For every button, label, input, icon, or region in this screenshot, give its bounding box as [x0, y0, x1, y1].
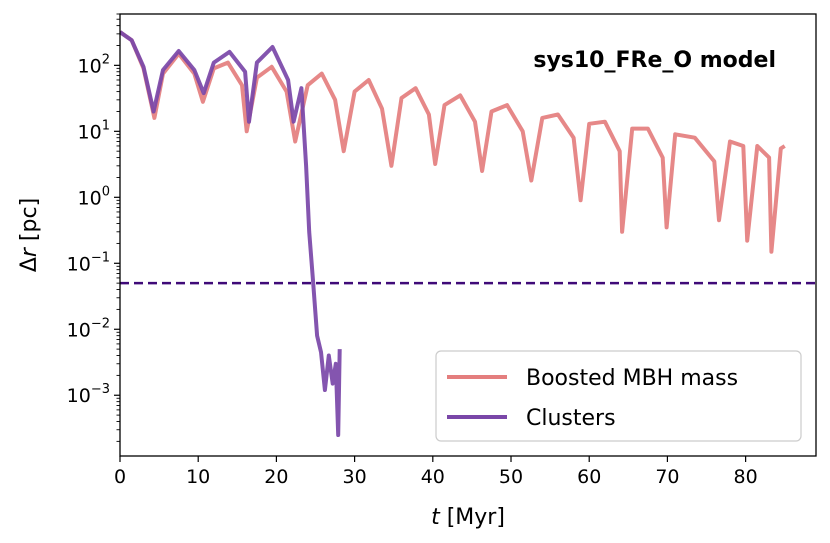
- plot-area: [120, 30, 816, 437]
- x-tick-label: 50: [499, 466, 523, 488]
- legend-label-2: Clusters: [526, 406, 616, 431]
- x-axis-label: t [Myr]: [431, 505, 505, 530]
- x-tick-label: 20: [264, 466, 288, 488]
- y-tick-label: 10−1: [67, 250, 110, 275]
- y-tick-label: 101: [78, 118, 110, 143]
- y-tick-label: 10−3: [67, 382, 110, 407]
- x-tick-label: 30: [343, 466, 367, 488]
- x-tick-label: 0: [114, 466, 126, 488]
- y-tick-label: 10−2: [67, 316, 110, 341]
- axes-frame: [119, 13, 817, 457]
- legend: Boosted MBH mass Clusters: [435, 350, 802, 442]
- y-tick-label: 102: [78, 52, 110, 77]
- y-axis-label: Δr [pc]: [17, 198, 42, 272]
- x-tick-label: 80: [734, 466, 758, 488]
- x-tick-label: 60: [577, 466, 601, 488]
- y-tick-label: 100: [78, 184, 110, 209]
- x-tick-label: 40: [421, 466, 445, 488]
- x-axis: 0 10 20 30 40 50 60 70 80: [114, 456, 758, 488]
- series-line-2: [120, 30, 342, 437]
- y-axis: 10−3 10−2 10−1 100 101 102: [67, 13, 120, 442]
- series-line-1: [120, 30, 786, 254]
- chart-title: sys10_FRe_O model: [533, 48, 776, 73]
- legend-label-1: Boosted MBH mass: [526, 366, 738, 391]
- x-tick-label: 70: [655, 466, 679, 488]
- x-tick-label: 10: [186, 466, 210, 488]
- legend-box: [435, 350, 802, 442]
